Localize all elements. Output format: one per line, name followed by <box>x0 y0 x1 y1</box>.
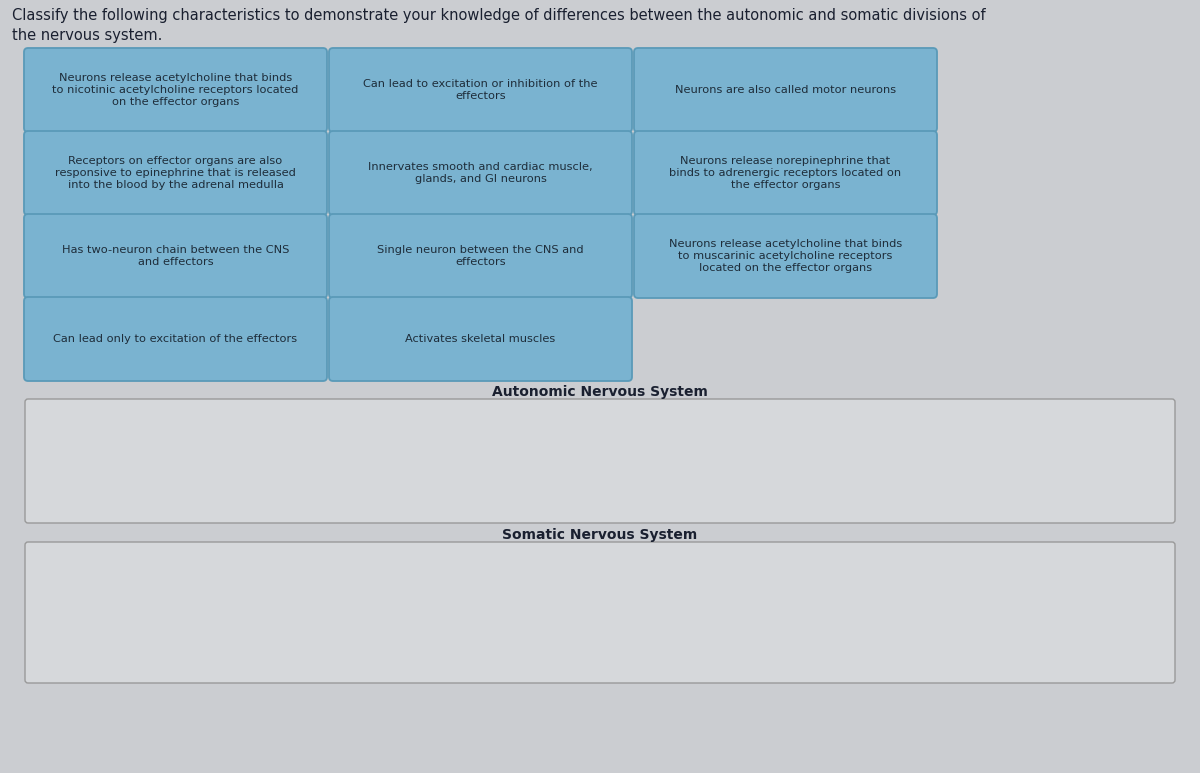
FancyBboxPatch shape <box>329 214 632 298</box>
Text: Can lead only to excitation of the effectors: Can lead only to excitation of the effec… <box>54 334 298 344</box>
Text: Neurons release acetylcholine that binds
to muscarinic acetylcholine receptors
l: Neurons release acetylcholine that binds… <box>668 240 902 273</box>
Text: Activates skeletal muscles: Activates skeletal muscles <box>406 334 556 344</box>
Text: Innervates smooth and cardiac muscle,
glands, and GI neurons: Innervates smooth and cardiac muscle, gl… <box>368 162 593 184</box>
Text: Classify the following characteristics to demonstrate your knowledge of differen: Classify the following characteristics t… <box>12 8 985 43</box>
FancyBboxPatch shape <box>25 542 1175 683</box>
Text: Single neuron between the CNS and
effectors: Single neuron between the CNS and effect… <box>377 245 584 267</box>
FancyBboxPatch shape <box>634 48 937 132</box>
FancyBboxPatch shape <box>329 131 632 215</box>
Text: Receptors on effector organs are also
responsive to epinephrine that is released: Receptors on effector organs are also re… <box>55 156 296 189</box>
Text: Neurons release acetylcholine that binds
to nicotinic acetylcholine receptors lo: Neurons release acetylcholine that binds… <box>53 73 299 107</box>
Text: Neurons are also called motor neurons: Neurons are also called motor neurons <box>674 85 896 95</box>
Text: Neurons release norepinephrine that
binds to adrenergic receptors located on
the: Neurons release norepinephrine that bind… <box>670 156 901 189</box>
FancyBboxPatch shape <box>24 214 326 298</box>
FancyBboxPatch shape <box>24 48 326 132</box>
FancyBboxPatch shape <box>24 131 326 215</box>
Text: Has two-neuron chain between the CNS
and effectors: Has two-neuron chain between the CNS and… <box>62 245 289 267</box>
FancyBboxPatch shape <box>634 131 937 215</box>
Text: Can lead to excitation or inhibition of the
effectors: Can lead to excitation or inhibition of … <box>364 79 598 100</box>
FancyBboxPatch shape <box>329 297 632 381</box>
FancyBboxPatch shape <box>329 48 632 132</box>
Text: Somatic Nervous System: Somatic Nervous System <box>503 528 697 542</box>
FancyBboxPatch shape <box>634 214 937 298</box>
Text: Autonomic Nervous System: Autonomic Nervous System <box>492 385 708 399</box>
FancyBboxPatch shape <box>25 399 1175 523</box>
FancyBboxPatch shape <box>24 297 326 381</box>
